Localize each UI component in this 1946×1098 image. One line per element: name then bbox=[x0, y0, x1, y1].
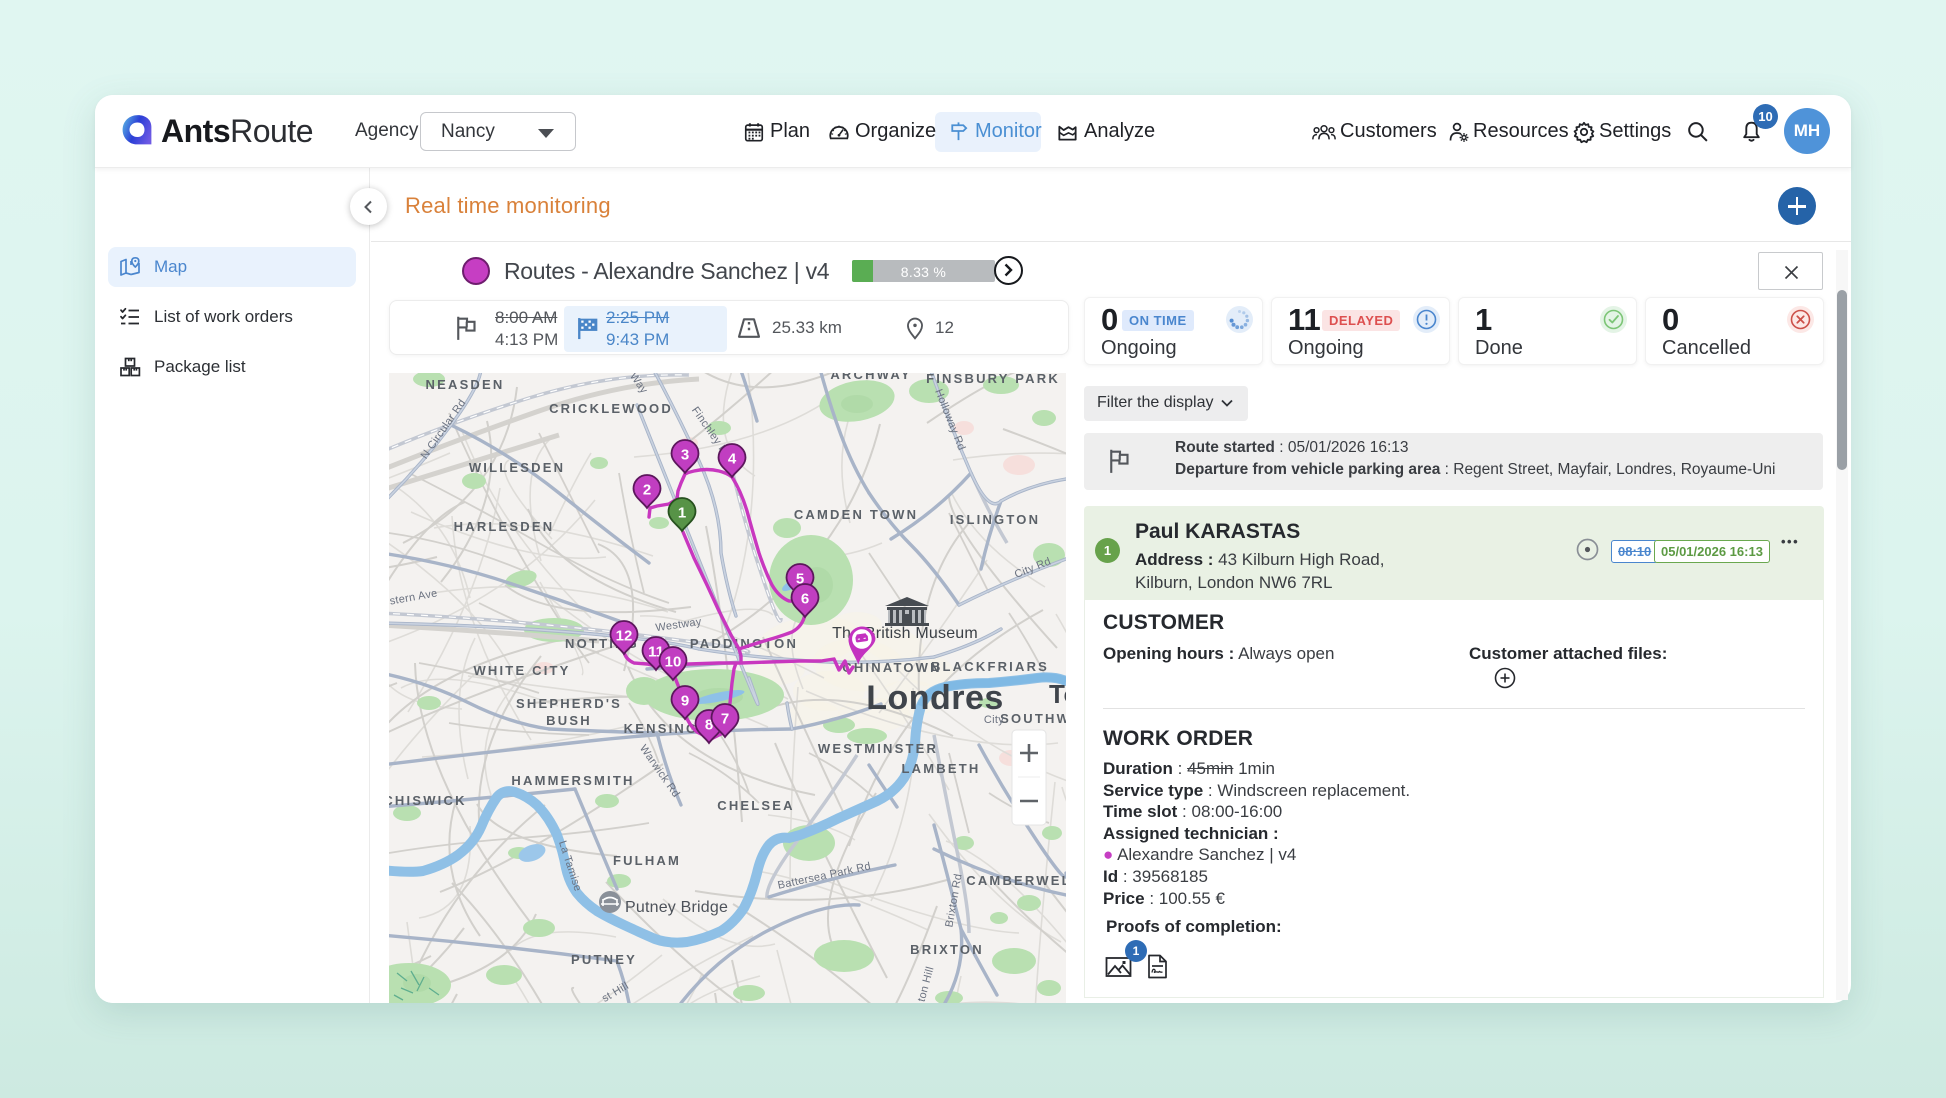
svg-text:FINSBURY PARK: FINSBURY PARK bbox=[926, 373, 1060, 386]
svg-text:6: 6 bbox=[801, 591, 809, 608]
svg-text:SOUTHWA: SOUTHWA bbox=[1000, 711, 1066, 726]
svg-text:8: 8 bbox=[705, 717, 713, 734]
svg-text:City: City bbox=[984, 714, 1004, 726]
svg-text:BUSH: BUSH bbox=[546, 713, 592, 728]
svg-text:FULHAM: FULHAM bbox=[613, 853, 681, 868]
svg-text:CHINATOWN: CHINATOWN bbox=[842, 660, 941, 675]
svg-text:Towe: Towe bbox=[1049, 679, 1066, 709]
svg-text:1: 1 bbox=[678, 505, 686, 522]
svg-text:9: 9 bbox=[681, 693, 689, 710]
svg-text:SHEPHERD'S: SHEPHERD'S bbox=[516, 696, 622, 711]
svg-text:4: 4 bbox=[728, 451, 737, 468]
svg-text:CHISWICK: CHISWICK bbox=[389, 793, 467, 808]
svg-text:LAMBETH: LAMBETH bbox=[902, 761, 981, 776]
svg-text:3: 3 bbox=[681, 447, 689, 464]
svg-text:7: 7 bbox=[721, 711, 729, 728]
svg-text:10: 10 bbox=[665, 654, 682, 671]
svg-text:HARLESDEN: HARLESDEN bbox=[454, 519, 555, 534]
svg-text:HAMMERSMITH: HAMMERSMITH bbox=[511, 773, 634, 788]
svg-text:BRIXTON: BRIXTON bbox=[910, 942, 984, 957]
svg-text:WILLESDEN: WILLESDEN bbox=[469, 460, 565, 475]
svg-text:5: 5 bbox=[796, 571, 804, 588]
svg-text:CAMDEN TOWN: CAMDEN TOWN bbox=[794, 507, 918, 522]
svg-text:CHELSEA: CHELSEA bbox=[717, 798, 795, 813]
svg-text:KENSING: KENSING bbox=[624, 721, 699, 736]
svg-text:2: 2 bbox=[643, 482, 651, 499]
svg-text:PUTNEY: PUTNEY bbox=[571, 952, 637, 967]
svg-text:Londres: Londres bbox=[866, 679, 1004, 717]
svg-text:WHITE CITY: WHITE CITY bbox=[473, 663, 570, 678]
svg-text:CAMBERWEL: CAMBERWEL bbox=[966, 873, 1066, 888]
svg-text:12: 12 bbox=[616, 628, 633, 645]
svg-text:CRICKLEWOOD: CRICKLEWOOD bbox=[549, 401, 673, 416]
svg-text:Putney Bridge: Putney Bridge bbox=[625, 899, 728, 916]
svg-text:BLACKFRIARS: BLACKFRIARS bbox=[931, 659, 1049, 674]
svg-text:WESTMINSTER: WESTMINSTER bbox=[818, 741, 938, 756]
svg-text:ISLINGTON: ISLINGTON bbox=[950, 512, 1040, 527]
svg-text:NEASDEN: NEASDEN bbox=[426, 377, 505, 392]
svg-text:ARCHWAY: ARCHWAY bbox=[830, 373, 911, 382]
